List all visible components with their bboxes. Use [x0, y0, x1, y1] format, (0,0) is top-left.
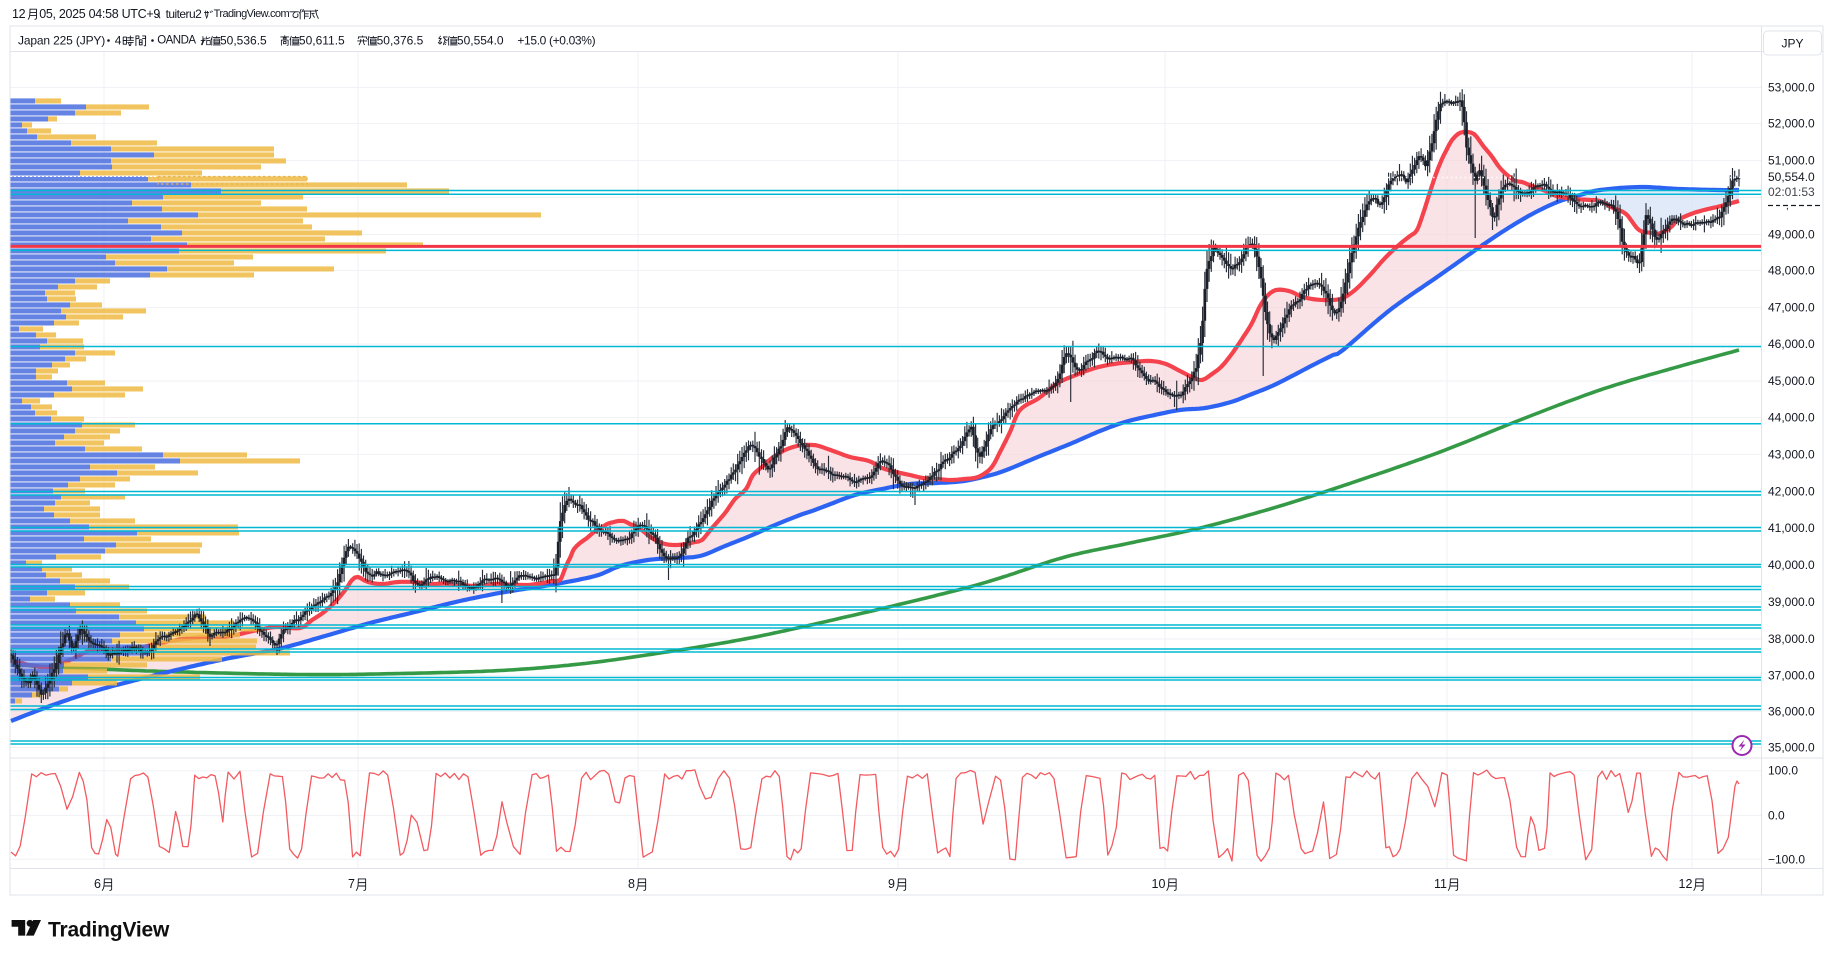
svg-text:Japan 225 (JPY): Japan 225 (JPY) — [18, 34, 105, 48]
svg-text:TradingView: TradingView — [48, 919, 170, 942]
svg-text:6: 6 — [94, 877, 101, 891]
svg-text:36,000.0: 36,000.0 — [1768, 705, 1815, 719]
svg-text:38,000.0: 38,000.0 — [1768, 632, 1815, 646]
svg-text:46,000.0: 46,000.0 — [1768, 337, 1815, 351]
svg-text:7: 7 — [348, 877, 355, 891]
svg-text:35,000.0: 35,000.0 — [1768, 741, 1815, 755]
svg-text:JPY: JPY — [1781, 37, 1803, 51]
svg-text:48,000.0: 48,000.0 — [1768, 264, 1815, 278]
svg-text:−100.0: −100.0 — [1768, 852, 1805, 866]
svg-text:41,000.0: 41,000.0 — [1768, 521, 1815, 535]
svg-text:42,000.0: 42,000.0 — [1768, 485, 1815, 499]
svg-text:47,000.0: 47,000.0 — [1768, 301, 1815, 315]
svg-text:50,376.5: 50,376.5 — [377, 34, 424, 48]
svg-text:49,000.0: 49,000.0 — [1768, 228, 1815, 242]
svg-text:tuiteru2: tuiteru2 — [166, 7, 203, 21]
svg-text:37,000.0: 37,000.0 — [1768, 669, 1815, 683]
svg-text:50,536.5: 50,536.5 — [220, 34, 267, 48]
svg-text:4: 4 — [115, 34, 122, 48]
svg-text:52,000.0: 52,000.0 — [1768, 117, 1815, 131]
svg-text:9: 9 — [888, 877, 895, 891]
svg-text:39,000.0: 39,000.0 — [1768, 595, 1815, 609]
svg-text:51,000.0: 51,000.0 — [1768, 154, 1815, 168]
svg-text:TradingView.com: TradingView.com — [214, 8, 290, 20]
svg-text:11: 11 — [1434, 877, 1447, 891]
svg-text:40,000.0: 40,000.0 — [1768, 558, 1815, 572]
svg-text:10: 10 — [1152, 877, 1166, 891]
svg-text:100.0: 100.0 — [1768, 764, 1798, 778]
svg-text:50,554.0: 50,554.0 — [457, 34, 504, 48]
svg-text:02:01:53: 02:01:53 — [1768, 185, 1815, 199]
svg-text:53,000.0: 53,000.0 — [1768, 81, 1815, 95]
svg-text:50,611.5: 50,611.5 — [299, 34, 345, 48]
svg-text:12: 12 — [1679, 877, 1693, 891]
svg-text:0.0: 0.0 — [1768, 809, 1785, 823]
svg-text:,: , — [1786, 201, 1789, 212]
svg-text:8: 8 — [628, 877, 635, 891]
svg-text:44,000.0: 44,000.0 — [1768, 411, 1815, 425]
svg-text:05, 2025 04:58 UTC+9: 05, 2025 04:58 UTC+9 — [39, 7, 160, 21]
svg-text:43,000.0: 43,000.0 — [1768, 448, 1815, 462]
svg-text:12: 12 — [12, 7, 26, 21]
svg-text:+15.0 (+0.03%): +15.0 (+0.03%) — [517, 34, 595, 48]
svg-text:45,000.0: 45,000.0 — [1768, 374, 1815, 388]
svg-text:50,554.0: 50,554.0 — [1768, 170, 1815, 184]
svg-text:OANDA: OANDA — [157, 35, 196, 47]
